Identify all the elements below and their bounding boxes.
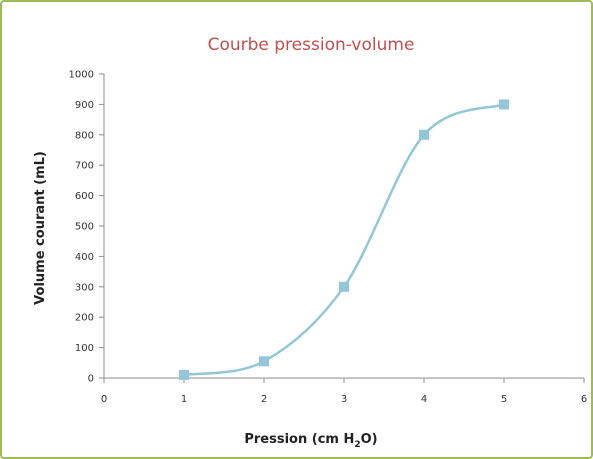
series-line	[183, 103, 505, 377]
x-tick-label: 2	[261, 394, 267, 405]
x-tick-label: 4	[421, 394, 427, 405]
x-tick-label: 0	[101, 394, 107, 405]
y-tick-label: 300	[75, 282, 94, 293]
y-tick-label: 900	[75, 100, 94, 111]
x-tick-label: 6	[581, 394, 587, 405]
data-point-marker	[339, 281, 349, 292]
data-point-marker	[179, 369, 189, 380]
y-tick-label: 700	[75, 161, 94, 172]
y-tick-label: 200	[75, 313, 94, 324]
y-tick-label: 1000	[69, 70, 94, 81]
y-axis-label: Volume courant (mL)	[33, 151, 48, 305]
data-point-marker	[499, 99, 509, 110]
x-tick-label: 5	[501, 394, 507, 405]
x-axis-label-subscript: 2	[354, 440, 360, 450]
y-tick-label: 600	[75, 191, 94, 202]
x-axis-label-end: O)	[361, 432, 378, 447]
y-tick-label: 0	[88, 374, 94, 385]
y-tick-label: 800	[75, 130, 94, 141]
x-tick-label: 1	[181, 394, 187, 405]
y-axis-ticks: 0 100 200 300 400 500 600 700 800 900 1000	[69, 70, 104, 385]
x-axis-ticks: 0 1 2 3 4 5 6	[101, 378, 587, 405]
series-markers	[179, 99, 509, 380]
y-tick-label: 500	[75, 222, 94, 233]
plot-area: 0 100 200 300 400 500 600 700 800 900 1000 0 1 2 3 4 5 6	[69, 70, 588, 406]
x-axis-label: Pression (cm H2O)	[244, 432, 377, 450]
data-point-marker	[419, 129, 429, 140]
y-tick-label: 100	[75, 343, 94, 354]
x-tick-label: 3	[341, 394, 347, 405]
data-point-marker	[259, 356, 269, 367]
x-axis-label-main: Pression (cm H	[244, 432, 354, 447]
y-tick-label: 400	[75, 252, 94, 263]
chart-title: Courbe pression-volume	[208, 35, 415, 55]
